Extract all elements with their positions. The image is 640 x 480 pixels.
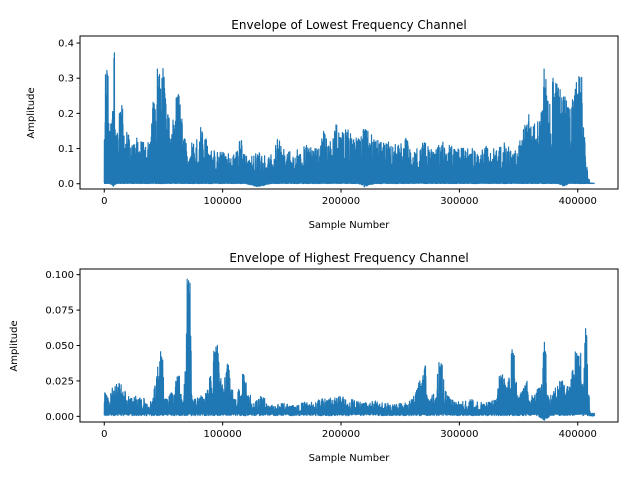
axes-frame (79, 35, 619, 190)
x-axis-ticks: 0 100000 200000 300000 400000 (101, 422, 597, 440)
y-tick-label: 0.000 (45, 412, 74, 423)
chart-highest-frequency: Envelope of Highest Frequency Channel 0 1… (9, 251, 619, 464)
x-tick-label: 400000 (559, 196, 597, 207)
x-tick-label: 200000 (322, 429, 360, 440)
x-tick-label: 200000 (322, 196, 360, 207)
y-axis-label: Amplitude (9, 320, 20, 371)
y-tick-label: 0.050 (45, 341, 74, 352)
x-tick-label: 300000 (440, 429, 478, 440)
x-axis-label: Sample Number (309, 453, 391, 464)
x-tick-label: 0 (101, 196, 107, 207)
signal-line (103, 278, 596, 421)
y-tick-label: 0.3 (58, 74, 74, 85)
y-axis-ticks: 0.0 0.1 0.2 0.3 0.4 (58, 39, 80, 190)
y-tick-label: 0.0 (58, 179, 74, 190)
y-axis-label: Amplitude (26, 87, 37, 138)
y-tick-label: 0.4 (58, 39, 74, 50)
plot-area (103, 52, 595, 188)
y-tick-label: 0.100 (45, 270, 74, 281)
x-tick-label: 400000 (559, 429, 597, 440)
chart-lowest-frequency: Envelope of Lowest Frequency Channel 0 10… (26, 18, 619, 231)
y-tick-label: 0.075 (45, 306, 74, 317)
y-tick-label: 0.1 (58, 144, 74, 155)
y-axis-ticks: 0.000 0.025 0.050 0.075 0.100 (45, 270, 80, 423)
plot-area (103, 278, 596, 421)
x-axis-label: Sample Number (309, 220, 391, 231)
signal-line (103, 52, 595, 188)
x-tick-label: 100000 (204, 429, 242, 440)
y-tick-label: 0.025 (45, 376, 74, 387)
x-tick-label: 300000 (440, 196, 478, 207)
x-tick-label: 0 (101, 429, 107, 440)
chart-title: Envelope of Highest Frequency Channel (229, 251, 468, 265)
chart-title: Envelope of Lowest Frequency Channel (231, 18, 466, 32)
x-tick-label: 100000 (204, 196, 242, 207)
x-axis-ticks: 0 100000 200000 300000 400000 (101, 189, 597, 207)
y-tick-label: 0.2 (58, 109, 74, 120)
